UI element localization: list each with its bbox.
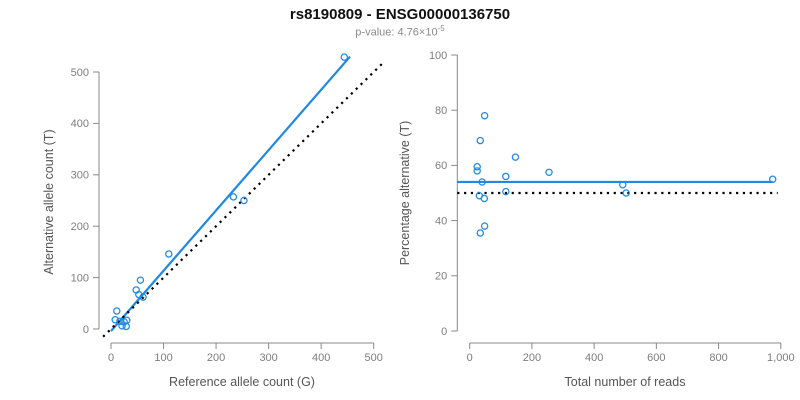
data-point	[476, 136, 485, 145]
y-tick-label: 0	[441, 326, 447, 338]
data-point	[480, 194, 489, 203]
y-tick-label: 400	[71, 118, 89, 130]
left-plot: 0 100 200 300 400 500 0 100 200 300 400 500 Referenc…	[42, 53, 385, 389]
y-tick-label: 100	[71, 272, 89, 284]
data-point	[619, 180, 627, 189]
data-point	[136, 276, 145, 284]
data-point	[511, 153, 520, 161]
data-point	[240, 196, 248, 205]
data-point	[480, 222, 489, 230]
data-point	[113, 307, 121, 315]
x-tick-label: 0	[108, 352, 114, 364]
data-point	[622, 189, 630, 197]
y-tick-label: 80	[435, 105, 447, 117]
x-axis-title: Total number of reads	[565, 375, 686, 389]
y-tick-label: 300	[71, 170, 89, 182]
x-tick-label: 400	[312, 352, 330, 364]
x-tick-label: 400	[585, 352, 603, 364]
p-value-subtitle: p-value: 4.76×10-5	[0, 24, 800, 39]
regression-line	[110, 55, 351, 332]
y-tick-label: 500	[71, 67, 89, 79]
y-tick-label: 60	[435, 160, 447, 172]
data-point	[473, 163, 481, 171]
data-point	[116, 317, 124, 326]
data-point	[502, 187, 510, 196]
x-tick-label: 500	[365, 352, 383, 364]
data-point	[111, 316, 119, 324]
x-tick-label: 100	[154, 352, 172, 364]
x-tick-label: 200	[523, 352, 541, 364]
data-point	[139, 293, 147, 301]
y-tick-label: 40	[435, 215, 447, 227]
y-tick-label: 20	[435, 271, 447, 283]
identity-line	[102, 60, 385, 338]
data-point	[476, 229, 485, 237]
x-tick-label: 800	[709, 352, 727, 364]
x-tick-label: 0	[467, 352, 473, 364]
data-point	[480, 111, 489, 120]
y-axis-title: Percentage alternative (T)	[398, 121, 412, 266]
data-point	[122, 322, 130, 331]
x-tick-label: 600	[647, 352, 665, 364]
page-title: rs8190809 - ENSG00000136750	[289, 6, 511, 23]
x-tick-label: 200	[207, 352, 225, 364]
p-value-text: p-value: 4.76×10	[355, 26, 438, 39]
y-axis-title: Alternative allele count (T)	[42, 129, 56, 274]
y-tick-label: 0	[83, 324, 89, 336]
right-plot: 0 20 40 60 80 100 0 200 400 600 800 1,000 Total numb…	[398, 50, 795, 389]
data-point	[768, 175, 777, 183]
y-tick-label: 200	[71, 221, 89, 233]
y-tick-label: 100	[429, 50, 447, 62]
data-point	[118, 322, 126, 330]
data-point	[545, 168, 553, 177]
x-axis-title: Reference allele count (G)	[169, 375, 315, 389]
data-point	[502, 172, 510, 181]
x-tick-label: 300	[259, 352, 277, 364]
p-value-exponent: -5	[437, 24, 445, 33]
x-tick-label: 1,000	[767, 352, 795, 364]
data-point	[473, 167, 481, 175]
data-point	[478, 178, 486, 186]
data-point	[340, 53, 349, 61]
data-point	[165, 250, 173, 258]
data-point	[229, 193, 238, 201]
